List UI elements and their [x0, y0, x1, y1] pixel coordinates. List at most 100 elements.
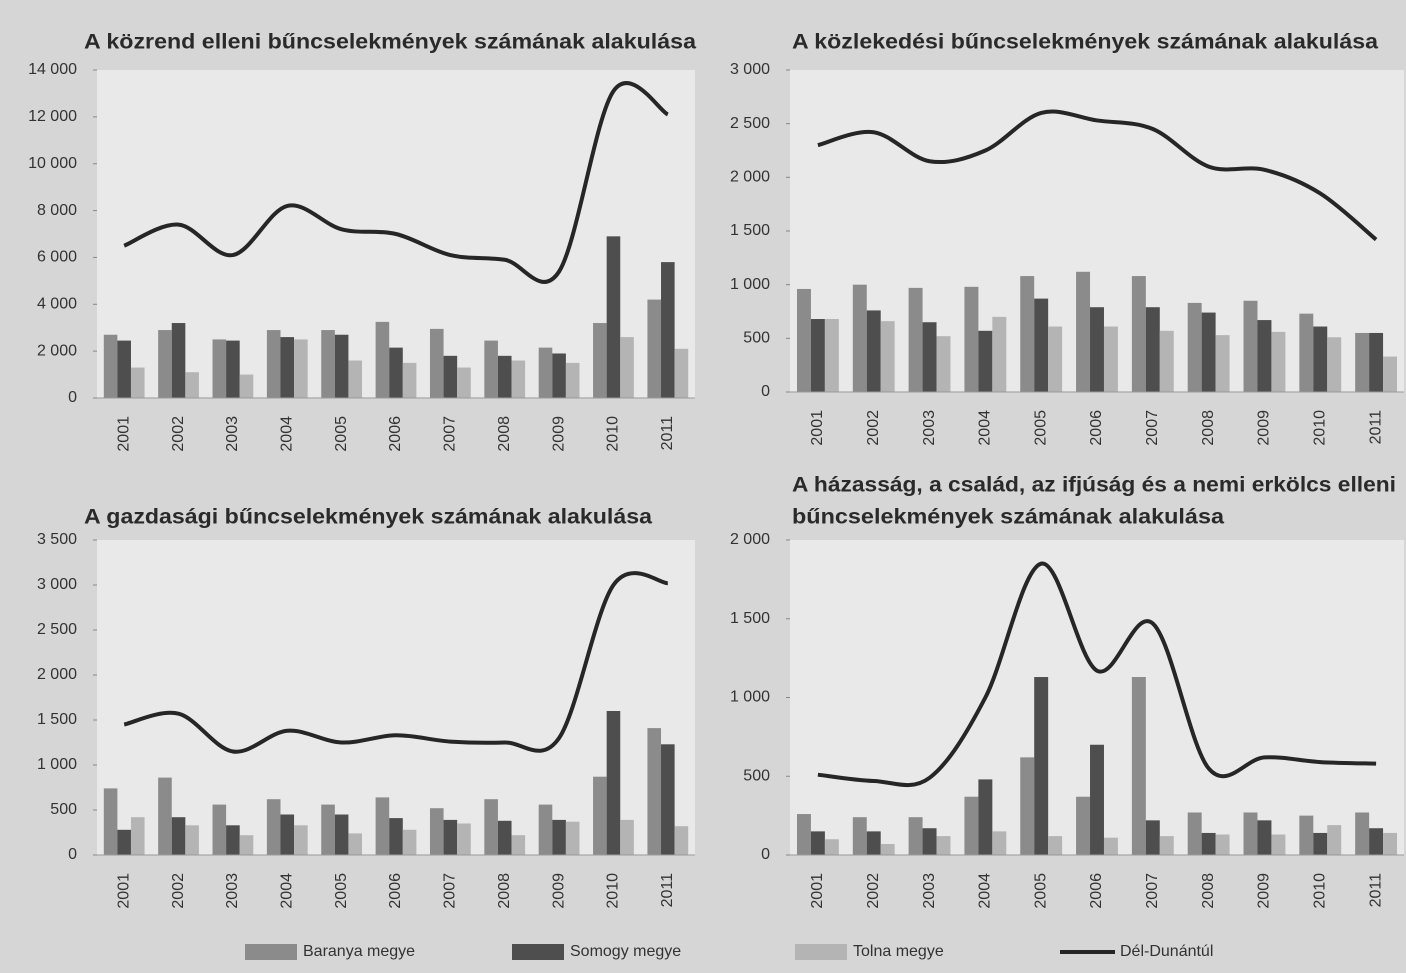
bar — [565, 821, 580, 855]
bar — [538, 804, 553, 855]
y-tick-label: 3 000 — [730, 61, 770, 78]
bar — [266, 330, 281, 398]
bar — [334, 334, 349, 398]
bar — [922, 322, 937, 392]
bar — [1090, 744, 1104, 855]
y-tick-label: 2 500 — [37, 621, 77, 638]
bar — [1020, 757, 1035, 855]
x-tick-label: 2001 — [115, 873, 132, 909]
x-tick-label: 2005 — [1032, 873, 1049, 909]
x-tick-label: 2006 — [1088, 410, 1105, 446]
bar — [321, 330, 335, 398]
bar — [1313, 832, 1328, 855]
x-tick-label: 2010 — [605, 416, 622, 452]
bar — [117, 340, 131, 398]
x-tick-label: 2002 — [170, 873, 187, 909]
y-tick-label: 1 500 — [730, 222, 770, 239]
bar — [1103, 326, 1118, 392]
bar — [647, 728, 662, 855]
bar — [103, 788, 118, 855]
bar — [852, 817, 867, 855]
bar — [1048, 836, 1063, 855]
bar — [606, 711, 621, 855]
x-tick-label: 2003 — [921, 410, 938, 446]
bar — [1076, 796, 1091, 855]
bar — [226, 340, 240, 398]
bar — [239, 835, 254, 855]
bar — [661, 744, 675, 855]
y-tick-label: 1 000 — [37, 756, 77, 773]
bar — [1215, 335, 1230, 392]
x-tick-label: 2003 — [921, 873, 938, 909]
bar — [552, 819, 566, 855]
bar — [810, 831, 825, 855]
bar — [212, 804, 227, 855]
bar — [1299, 815, 1314, 855]
bar — [1327, 337, 1342, 392]
bar — [1131, 276, 1146, 392]
y-tick-label: 2 000 — [37, 666, 77, 683]
legend-label: Baranya megye — [303, 943, 415, 960]
y-tick-label: 2 000 — [37, 342, 77, 359]
bar — [457, 823, 471, 855]
bar — [185, 825, 199, 855]
bar — [226, 825, 240, 855]
bar — [1145, 307, 1160, 392]
bar — [647, 299, 662, 398]
bar — [936, 836, 951, 855]
bar — [606, 236, 621, 398]
y-tick-label: 2 500 — [730, 115, 770, 132]
x-tick-label: 2004 — [977, 873, 994, 909]
bar — [1034, 677, 1049, 855]
bar — [964, 796, 979, 855]
bar — [1187, 812, 1202, 855]
x-tick-label: 2009 — [550, 873, 567, 909]
bar — [429, 808, 444, 855]
x-tick-label: 2011 — [659, 416, 676, 451]
bar — [922, 828, 937, 855]
bar — [484, 340, 498, 398]
bar — [538, 347, 553, 398]
y-tick-label: 4 000 — [37, 296, 77, 313]
y-tick-label: 8 000 — [37, 202, 77, 219]
chart-title: A gazdasági bűncselekmények számának ala… — [84, 506, 652, 529]
bar — [130, 367, 145, 398]
bar — [511, 835, 526, 855]
x-tick-label: 2004 — [278, 416, 295, 452]
y-tick-label: 2 000 — [730, 169, 770, 186]
x-tick-label: 2004 — [278, 873, 295, 909]
chart-title: bűncselekmények számának alakulása — [792, 506, 1224, 529]
x-tick-label: 2007 — [442, 873, 459, 909]
legend-swatch — [795, 944, 847, 960]
y-tick-label: 500 — [743, 330, 770, 347]
bar — [1243, 300, 1258, 392]
bar — [402, 362, 417, 398]
bar — [334, 814, 349, 855]
bar — [375, 797, 390, 855]
bar — [484, 799, 498, 855]
bar — [212, 339, 227, 398]
bar — [992, 316, 1007, 392]
y-tick-label: 2 000 — [730, 531, 770, 548]
x-tick-label: 2001 — [809, 873, 826, 909]
y-tick-label: 1 500 — [37, 711, 77, 728]
bar — [1131, 677, 1146, 855]
x-tick-label: 2009 — [1256, 410, 1273, 446]
x-tick-label: 2001 — [809, 410, 826, 446]
bar — [389, 818, 403, 855]
bar — [1145, 820, 1160, 855]
bar — [1369, 828, 1384, 855]
chart-title: A házasság, a család, az ifjúság és a ne… — [792, 474, 1396, 497]
bar — [992, 831, 1007, 855]
y-tick-label: 6 000 — [37, 249, 77, 266]
x-tick-label: 2009 — [550, 416, 567, 452]
bar — [1355, 812, 1370, 855]
bar — [389, 347, 403, 398]
x-tick-label: 2010 — [1311, 873, 1328, 909]
y-tick-label: 500 — [743, 767, 770, 784]
bar — [1327, 825, 1342, 855]
bar — [171, 323, 186, 398]
bar — [1313, 326, 1328, 392]
bar — [880, 843, 895, 855]
x-tick-label: 2010 — [1311, 410, 1328, 446]
